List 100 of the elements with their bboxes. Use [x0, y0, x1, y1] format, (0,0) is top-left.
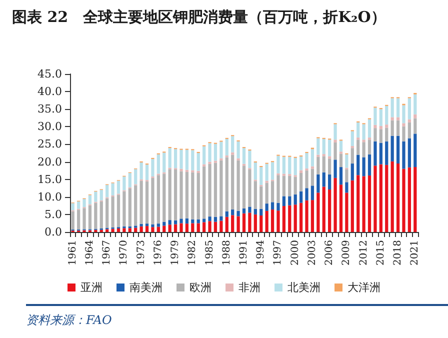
bar	[334, 178, 337, 232]
bar	[362, 140, 366, 142]
bar	[128, 173, 132, 188]
bar	[270, 181, 274, 202]
x-tick-label: 2021	[410, 240, 421, 266]
bar	[100, 201, 103, 228]
bar	[180, 223, 183, 232]
bar	[356, 122, 360, 138]
bar	[140, 226, 143, 232]
bar	[94, 202, 98, 229]
bar	[140, 224, 143, 226]
bar	[334, 160, 337, 178]
bar	[242, 213, 246, 232]
bar	[379, 109, 382, 126]
y-tick-label: 5.0	[44, 208, 62, 221]
bar	[408, 122, 412, 138]
bar	[270, 162, 274, 180]
bar	[260, 216, 263, 232]
bar	[208, 164, 212, 217]
bar	[305, 168, 308, 171]
bar	[265, 204, 268, 211]
bar	[151, 227, 154, 232]
bar	[106, 229, 109, 232]
bar	[299, 202, 303, 232]
bar	[174, 224, 178, 232]
bar	[379, 164, 382, 232]
bar	[208, 143, 212, 162]
bar	[236, 141, 240, 158]
bar	[145, 164, 149, 180]
bar	[214, 162, 218, 217]
bar	[214, 216, 218, 222]
bar	[122, 228, 126, 232]
bar	[71, 203, 74, 210]
bar	[345, 170, 348, 182]
bar	[379, 126, 382, 130]
text: 资料来源：FAO	[26, 304, 448, 329]
bar	[174, 170, 178, 220]
x-tick-label: 2000	[290, 240, 301, 266]
bar	[356, 154, 360, 176]
bar	[168, 224, 172, 232]
x-tick-label: 1997	[272, 240, 284, 266]
bar	[294, 204, 297, 232]
bar	[162, 226, 166, 232]
bar	[339, 184, 343, 232]
legend-label: 南美洲	[130, 281, 162, 294]
bar	[111, 228, 114, 232]
y-tick-label: 10.0	[38, 190, 62, 204]
bar	[310, 200, 314, 232]
x-tick-label: 1988	[221, 240, 232, 266]
bar	[111, 196, 114, 228]
bar	[191, 223, 194, 232]
bar	[236, 160, 240, 211]
bar	[362, 176, 366, 232]
bar	[145, 224, 149, 226]
bar	[88, 195, 92, 204]
bar	[396, 117, 400, 120]
bar	[316, 156, 320, 174]
bar	[88, 205, 92, 230]
bar	[334, 140, 337, 142]
y-tick-label: 0.0	[44, 226, 62, 238]
bar	[180, 168, 183, 172]
bar	[328, 158, 332, 174]
bar	[374, 128, 377, 142]
bar	[225, 157, 228, 212]
bar	[350, 180, 354, 232]
bar	[168, 169, 172, 220]
legend-label: 欧洲	[190, 281, 212, 294]
bar	[94, 192, 98, 202]
x-tick-label: 1982	[187, 240, 198, 266]
bar	[100, 190, 103, 200]
bar	[156, 224, 160, 227]
x-tick-label: 2015	[375, 240, 386, 266]
x-tick-label: 1979	[170, 240, 182, 266]
bar	[299, 191, 303, 203]
bar	[134, 169, 138, 184]
y-tick-label: 20.0	[38, 155, 62, 168]
bar	[396, 98, 400, 118]
bar	[202, 222, 206, 232]
bar	[339, 154, 343, 168]
bar	[116, 180, 120, 194]
bar	[276, 156, 280, 174]
bar	[225, 216, 228, 232]
bar	[276, 175, 280, 203]
bar	[180, 150, 183, 169]
bar	[368, 154, 372, 176]
bar	[362, 142, 366, 158]
bar	[196, 173, 200, 220]
bar	[208, 221, 212, 232]
bar	[402, 105, 406, 124]
bar	[202, 218, 206, 222]
bar	[231, 215, 234, 232]
bar	[220, 220, 223, 232]
bar	[242, 208, 246, 214]
bar	[71, 211, 74, 230]
bar	[248, 170, 252, 207]
chart-title: 图表 22 全球主要地区钾肥消费量（百万吨，折K₂O）	[12, 7, 387, 28]
bar	[396, 136, 400, 164]
bar	[294, 158, 297, 176]
bar	[350, 146, 354, 148]
x-tick-label: 1967	[102, 240, 113, 266]
